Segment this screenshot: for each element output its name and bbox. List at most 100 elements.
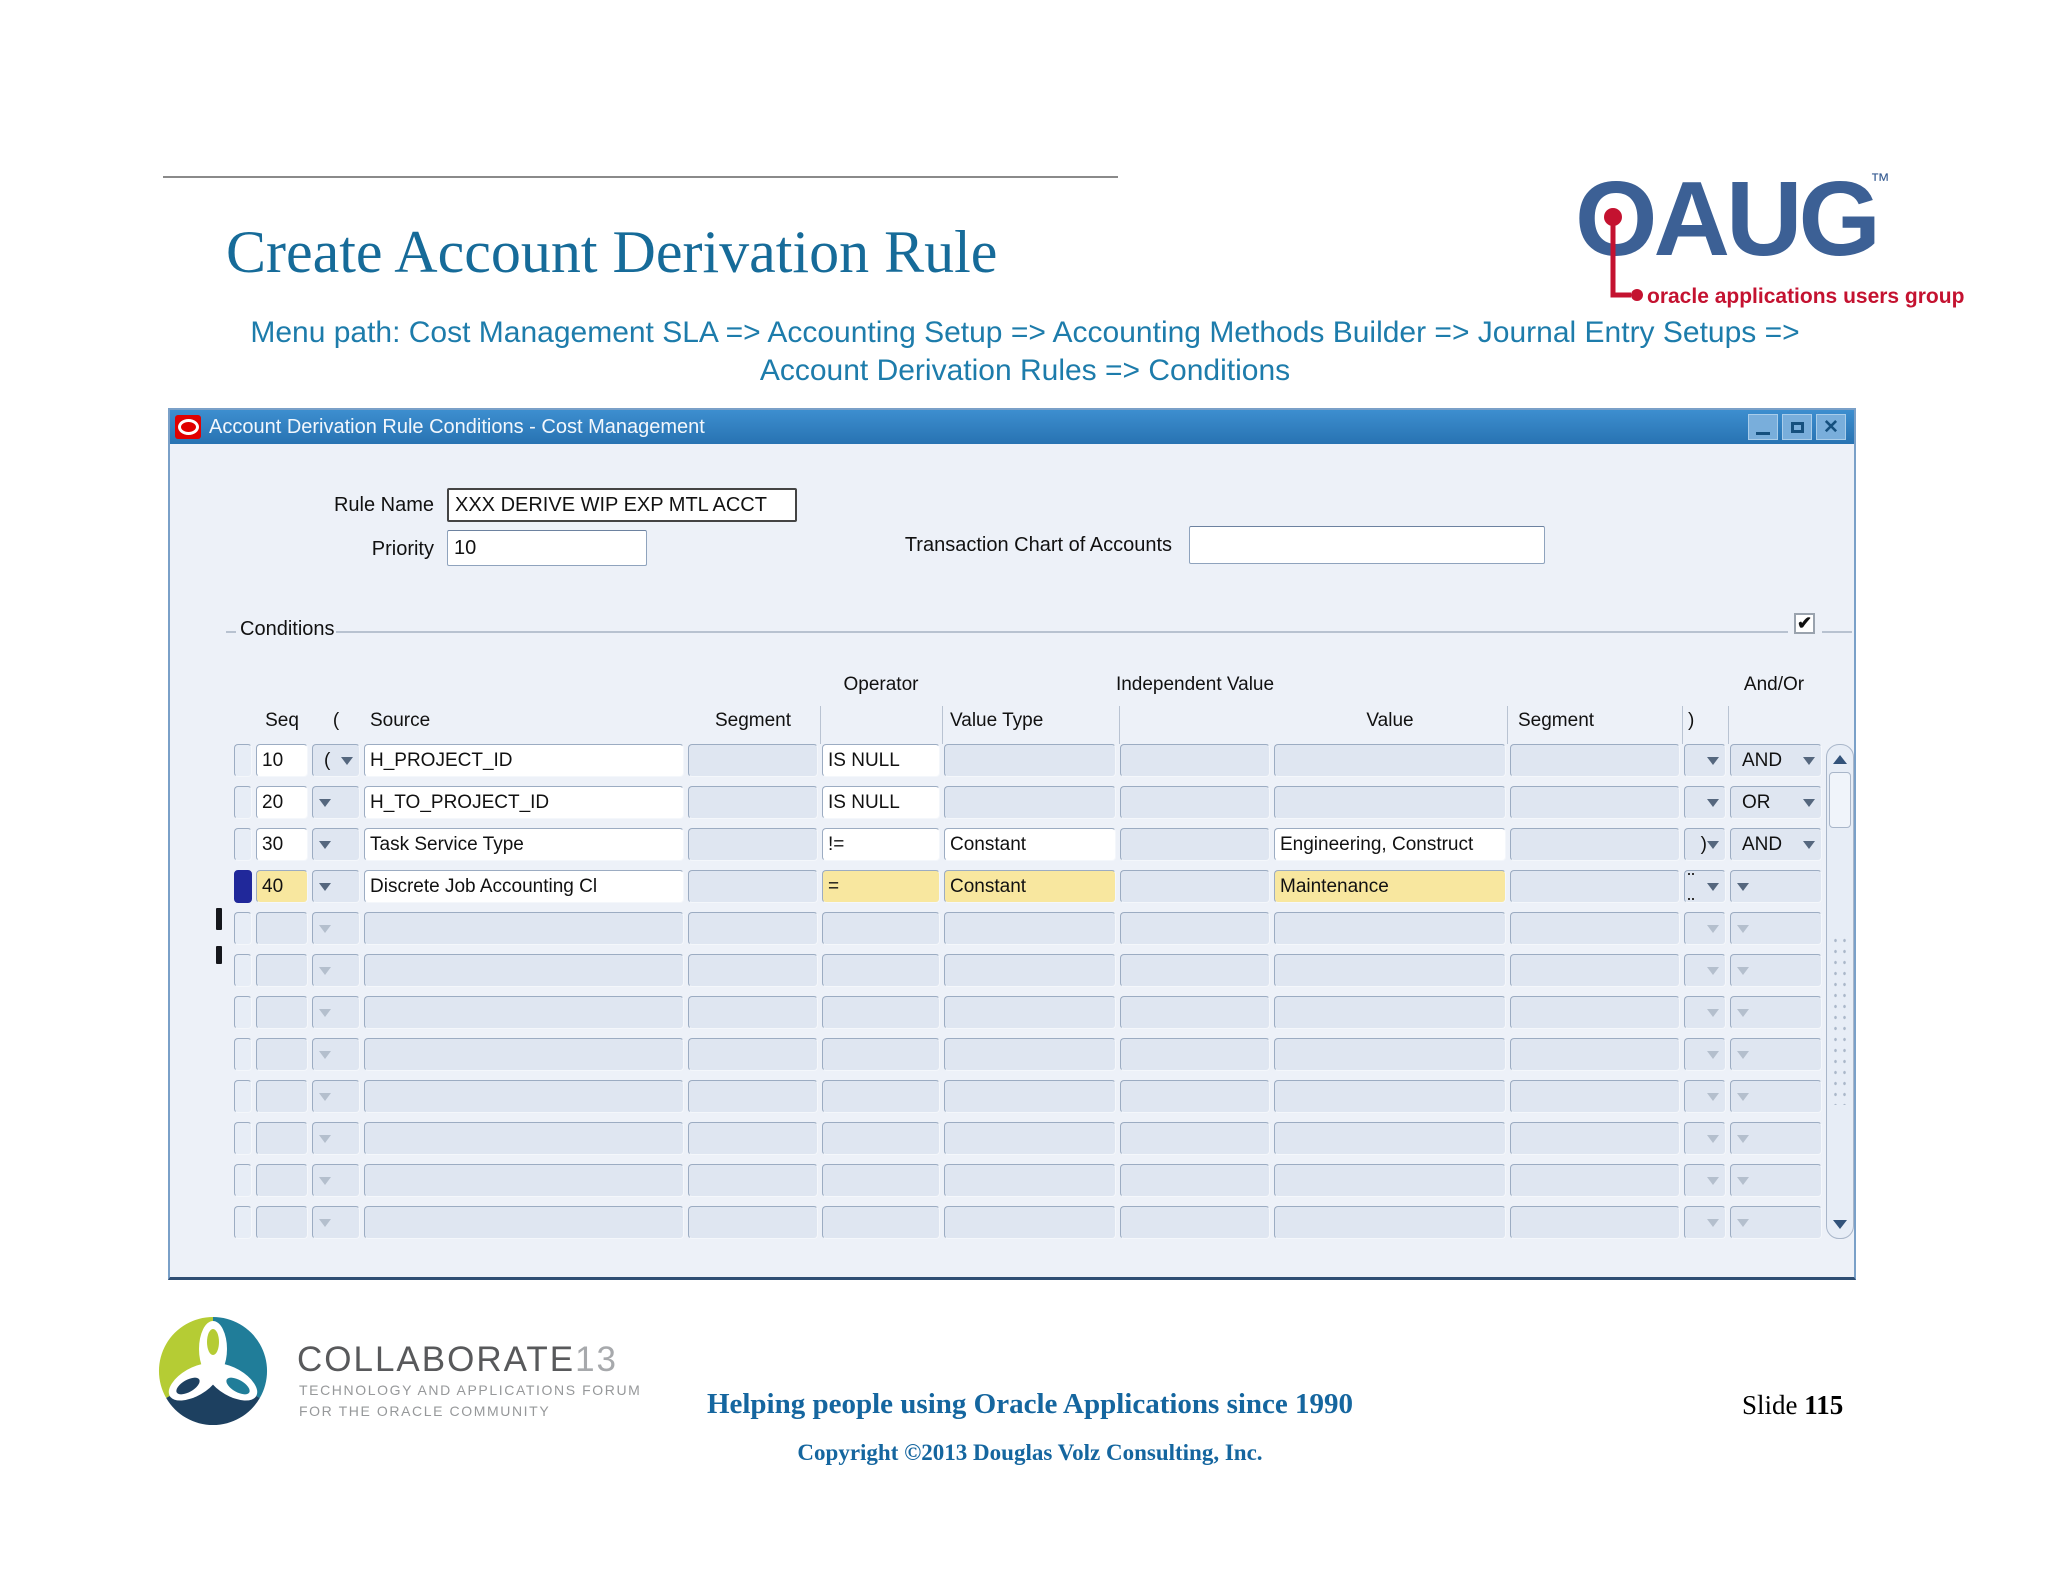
cell-value[interactable] bbox=[1274, 744, 1506, 777]
cell-source[interactable]: H_PROJECT_ID bbox=[364, 744, 684, 777]
cell-segment2[interactable] bbox=[1510, 828, 1680, 861]
cell-source[interactable] bbox=[364, 912, 684, 945]
cell-value-type[interactable] bbox=[944, 744, 1116, 777]
cell-close[interactable] bbox=[1684, 954, 1726, 987]
cell-segment1[interactable] bbox=[688, 1206, 818, 1239]
cell-segment2[interactable] bbox=[1510, 1080, 1680, 1113]
cell-value[interactable] bbox=[1274, 786, 1506, 819]
cell-seq[interactable] bbox=[256, 912, 308, 945]
cell-operator[interactable]: IS NULL bbox=[822, 744, 940, 777]
cell-segment1[interactable] bbox=[688, 912, 818, 945]
cell-value-type[interactable] bbox=[944, 1122, 1116, 1155]
cell-value[interactable]: Engineering, Construct bbox=[1274, 828, 1506, 861]
cell-open[interactable] bbox=[312, 912, 360, 945]
cell-open[interactable] bbox=[312, 786, 360, 819]
cell-mid[interactable] bbox=[1120, 912, 1270, 945]
cell-segment1[interactable] bbox=[688, 954, 818, 987]
cell-source[interactable] bbox=[364, 954, 684, 987]
cell-segment1[interactable] bbox=[688, 1080, 818, 1113]
cell-open[interactable] bbox=[312, 828, 360, 861]
cell-seq[interactable] bbox=[256, 1080, 308, 1113]
vertical-scrollbar[interactable] bbox=[1826, 744, 1854, 1239]
cell-open[interactable] bbox=[312, 1164, 360, 1197]
minimize-button[interactable] bbox=[1748, 414, 1778, 440]
cell-close[interactable] bbox=[1684, 996, 1726, 1029]
cell-mid[interactable] bbox=[1120, 1206, 1270, 1239]
cell-value[interactable] bbox=[1274, 1038, 1506, 1071]
cell-segment1[interactable] bbox=[688, 1122, 818, 1155]
cell-value-type[interactable]: Constant bbox=[944, 828, 1116, 861]
cell-operator[interactable] bbox=[822, 912, 940, 945]
cell-and-or[interactable] bbox=[1730, 1206, 1822, 1239]
scroll-down-button[interactable] bbox=[1829, 1212, 1851, 1236]
cell-close[interactable] bbox=[1684, 786, 1726, 819]
cell-operator[interactable]: IS NULL bbox=[822, 786, 940, 819]
cell-and-or[interactable]: AND bbox=[1730, 828, 1822, 861]
cell-open[interactable] bbox=[312, 1122, 360, 1155]
cell-mid[interactable] bbox=[1120, 1038, 1270, 1071]
cell-mid[interactable] bbox=[1120, 870, 1270, 903]
cell-segment2[interactable] bbox=[1510, 912, 1680, 945]
cell-segment2[interactable] bbox=[1510, 786, 1680, 819]
cell-operator[interactable] bbox=[822, 1164, 940, 1197]
cell-seq[interactable]: 10 bbox=[256, 744, 308, 777]
cell-value[interactable]: Maintenance bbox=[1274, 870, 1506, 903]
cell-close[interactable] bbox=[1684, 744, 1726, 777]
cell-value[interactable] bbox=[1274, 996, 1506, 1029]
cell-close[interactable] bbox=[1684, 870, 1726, 903]
cell-seq[interactable] bbox=[256, 954, 308, 987]
cell-operator[interactable] bbox=[822, 1122, 940, 1155]
scrollbar-thumb[interactable] bbox=[1829, 772, 1851, 828]
cell-value[interactable] bbox=[1274, 912, 1506, 945]
cell-mid[interactable] bbox=[1120, 954, 1270, 987]
cell-and-or[interactable] bbox=[1730, 1038, 1822, 1071]
scroll-up-button[interactable] bbox=[1829, 747, 1851, 771]
cell-value-type[interactable] bbox=[944, 1164, 1116, 1197]
cell-open[interactable]: ( bbox=[312, 744, 360, 777]
cell-value[interactable] bbox=[1274, 1080, 1506, 1113]
cell-operator[interactable] bbox=[822, 1206, 940, 1239]
cell-value-type[interactable] bbox=[944, 996, 1116, 1029]
cell-mid[interactable] bbox=[1120, 828, 1270, 861]
cell-operator[interactable] bbox=[822, 1080, 940, 1113]
cell-segment1[interactable] bbox=[688, 870, 818, 903]
cell-source[interactable]: Discrete Job Accounting Cl bbox=[364, 870, 684, 903]
cell-value[interactable] bbox=[1274, 1122, 1506, 1155]
cell-source[interactable] bbox=[364, 1080, 684, 1113]
cell-value-type[interactable] bbox=[944, 1038, 1116, 1071]
cell-segment2[interactable] bbox=[1510, 870, 1680, 903]
cell-seq[interactable] bbox=[256, 1164, 308, 1197]
cell-seq[interactable] bbox=[256, 1038, 308, 1071]
cell-segment1[interactable] bbox=[688, 828, 818, 861]
cell-open[interactable] bbox=[312, 996, 360, 1029]
cell-open[interactable] bbox=[312, 1080, 360, 1113]
window-titlebar[interactable]: Account Derivation Rule Conditions - Cos… bbox=[170, 410, 1854, 444]
cell-open[interactable] bbox=[312, 1206, 360, 1239]
cell-value[interactable] bbox=[1274, 1164, 1506, 1197]
maximize-button[interactable] bbox=[1782, 414, 1812, 440]
cell-open[interactable] bbox=[312, 1038, 360, 1071]
cell-seq[interactable] bbox=[256, 1206, 308, 1239]
cell-close[interactable] bbox=[1684, 1038, 1726, 1071]
rule-name-input[interactable] bbox=[447, 488, 797, 522]
cell-seq[interactable] bbox=[256, 1122, 308, 1155]
cell-close[interactable] bbox=[1684, 1164, 1726, 1197]
cell-segment2[interactable] bbox=[1510, 744, 1680, 777]
cell-and-or[interactable] bbox=[1730, 1122, 1822, 1155]
cell-and-or[interactable]: AND bbox=[1730, 744, 1822, 777]
cell-mid[interactable] bbox=[1120, 786, 1270, 819]
cell-source[interactable] bbox=[364, 1206, 684, 1239]
cell-value-type[interactable] bbox=[944, 786, 1116, 819]
cell-operator[interactable] bbox=[822, 1038, 940, 1071]
cell-and-or[interactable] bbox=[1730, 870, 1822, 903]
cell-close[interactable] bbox=[1684, 1080, 1726, 1113]
cell-source[interactable] bbox=[364, 1038, 684, 1071]
cell-and-or[interactable]: OR bbox=[1730, 786, 1822, 819]
cell-open[interactable] bbox=[312, 870, 360, 903]
cell-value-type[interactable] bbox=[944, 954, 1116, 987]
cell-close[interactable]: ) bbox=[1684, 828, 1726, 861]
cell-open[interactable] bbox=[312, 954, 360, 987]
cell-operator[interactable]: != bbox=[822, 828, 940, 861]
cell-value[interactable] bbox=[1274, 954, 1506, 987]
priority-input[interactable] bbox=[447, 530, 647, 566]
